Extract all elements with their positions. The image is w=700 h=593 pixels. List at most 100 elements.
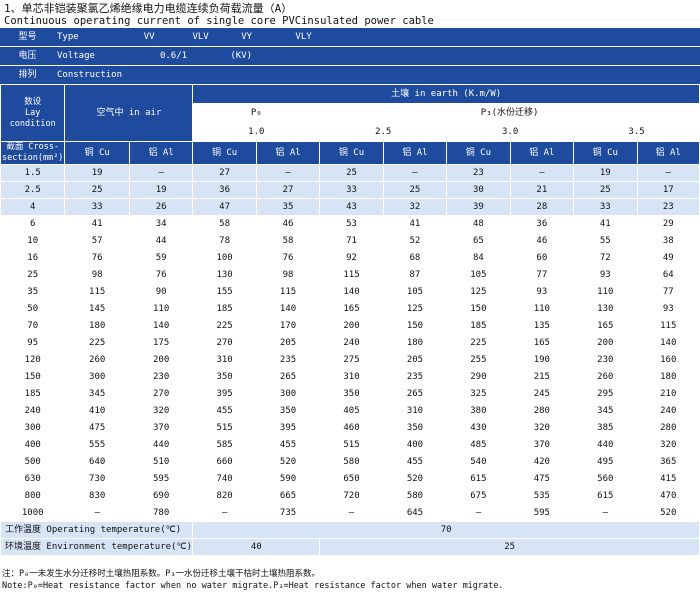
current-cell: 72: [573, 249, 638, 267]
r4-al-header: 铝 Al: [636, 141, 700, 165]
table-row: 185 345 270 395 300 350 265 325 245 295 210: [0, 385, 700, 403]
section-cell: 300: [0, 419, 66, 437]
current-cell: 245: [509, 385, 575, 403]
current-cell: 370: [509, 436, 575, 454]
current-cell: 110: [128, 300, 194, 318]
section-header: 截面 Cross-section(mm²): [0, 141, 66, 165]
current-cell: 19: [64, 164, 130, 182]
current-cell: 87: [382, 266, 448, 284]
current-cell: 110: [509, 300, 575, 318]
table-row: 95 225 175 270 205 240 180 225 165 200 140: [0, 334, 700, 352]
current-cell: 44: [128, 232, 194, 250]
section-cell: 10: [0, 232, 66, 250]
section-cell: 150: [0, 368, 66, 386]
table-row: 120 260 200 310 235 275 205 255 190 230 160: [0, 351, 700, 369]
current-cell: 255: [446, 351, 511, 369]
section-cell: 95: [0, 334, 66, 352]
current-cell: 320: [128, 402, 194, 420]
current-cell: 735: [255, 504, 321, 522]
current-cell: 71: [319, 232, 384, 250]
current-cell: 190: [509, 351, 575, 369]
current-cell: 59: [128, 249, 194, 267]
current-cell: 740: [192, 470, 257, 488]
current-cell: 455: [255, 436, 321, 454]
table-row: 1.5 19—27—25—23—19—: [0, 164, 700, 182]
current-cell: 200: [128, 351, 194, 369]
current-cell: —: [446, 504, 511, 522]
table-row: 16 76 59 100 76 92 68 84 60 72 49: [0, 249, 700, 267]
current-cell: 77: [636, 283, 700, 301]
current-cell: 105: [382, 283, 448, 301]
current-cell: 23: [636, 198, 700, 216]
current-cell: 240: [636, 402, 700, 420]
current-cell: 84: [446, 249, 511, 267]
current-cell: 580: [382, 487, 448, 505]
current-cell: 140: [636, 334, 700, 352]
current-cell: 58: [192, 215, 257, 233]
current-cell: 520: [382, 470, 448, 488]
section-cell: 240: [0, 402, 66, 420]
note-line-cn: 注：P₀一未发生水分迁移时土壤热阻系数。P₃一水份迁移土壤干枯时土壤热阻系数。: [2, 569, 320, 579]
current-cell: 595: [128, 470, 194, 488]
table-row: 150 300 230 350 265 310 235 290 215 260 180: [0, 368, 700, 386]
env-temp-label: 环境温度 Environment temperature(℃): [0, 538, 194, 556]
current-cell: 485: [446, 436, 511, 454]
current-cell: 310: [319, 368, 384, 386]
current-cell: 58: [255, 232, 321, 250]
section-cell: 50: [0, 300, 66, 318]
current-cell: 415: [636, 470, 700, 488]
current-cell: 25: [382, 181, 448, 199]
current-cell: 380: [446, 402, 511, 420]
section-cell: 70: [0, 317, 66, 335]
current-cell: 320: [509, 419, 575, 437]
current-cell: 125: [382, 300, 448, 318]
current-cell: 300: [255, 385, 321, 403]
air-al-header: 铝 Al: [128, 141, 194, 165]
air-cu-header: 铜 Cu: [64, 141, 130, 165]
current-cell: 230: [573, 351, 638, 369]
r4-cu-header: 铜 Cu: [573, 141, 638, 165]
table-row: 6 41 34 58 46 53 41 48 36 41 29: [0, 215, 700, 233]
current-cell: —: [509, 164, 575, 182]
current-cell: —: [636, 164, 700, 182]
current-cell: —: [573, 504, 638, 522]
current-cell: —: [64, 504, 130, 522]
current-cell: 515: [319, 436, 384, 454]
current-cell: 385: [573, 419, 638, 437]
current-cell: 46: [255, 215, 321, 233]
note-line-en: Note:P₀=Heat resistance factor when no w…: [2, 581, 504, 591]
current-cell: 345: [64, 385, 130, 403]
current-cell: 650: [319, 470, 384, 488]
current-cell: 28: [509, 198, 575, 216]
current-cell: 38: [636, 232, 700, 250]
current-cell: 615: [573, 487, 638, 505]
current-cell: 225: [446, 334, 511, 352]
current-cell: 33: [573, 198, 638, 216]
resistivity-3-0: 3.0: [446, 122, 575, 142]
current-cell: 460: [319, 419, 384, 437]
current-cell: 150: [382, 317, 448, 335]
type-label: 型号: [18, 32, 37, 42]
section-cell: 500: [0, 453, 66, 471]
current-cell: 30: [446, 181, 511, 199]
construction-label: 排列: [18, 70, 37, 80]
section-cell: 16: [0, 249, 66, 267]
env-temp-air: 40: [192, 538, 321, 556]
current-cell: 160: [636, 351, 700, 369]
current-cell: 615: [446, 470, 511, 488]
op-temp-value: 70: [192, 521, 700, 539]
current-cell: 470: [636, 487, 700, 505]
current-cell: 180: [64, 317, 130, 335]
current-cell: 265: [255, 368, 321, 386]
current-cell: 105: [446, 266, 511, 284]
current-cell: 33: [319, 181, 384, 199]
current-cell: 280: [636, 419, 700, 437]
current-cell: 110: [573, 283, 638, 301]
current-cell: 180: [636, 368, 700, 386]
current-cell: 21: [509, 181, 575, 199]
current-cell: 55: [573, 232, 638, 250]
construction-row: 排列 Construction: [0, 66, 700, 85]
page-title: 1、单芯非铠装聚氯乙烯绝缘电力电缆连续负荷载流量（A）: [4, 2, 293, 15]
current-cell: 33: [64, 198, 130, 216]
